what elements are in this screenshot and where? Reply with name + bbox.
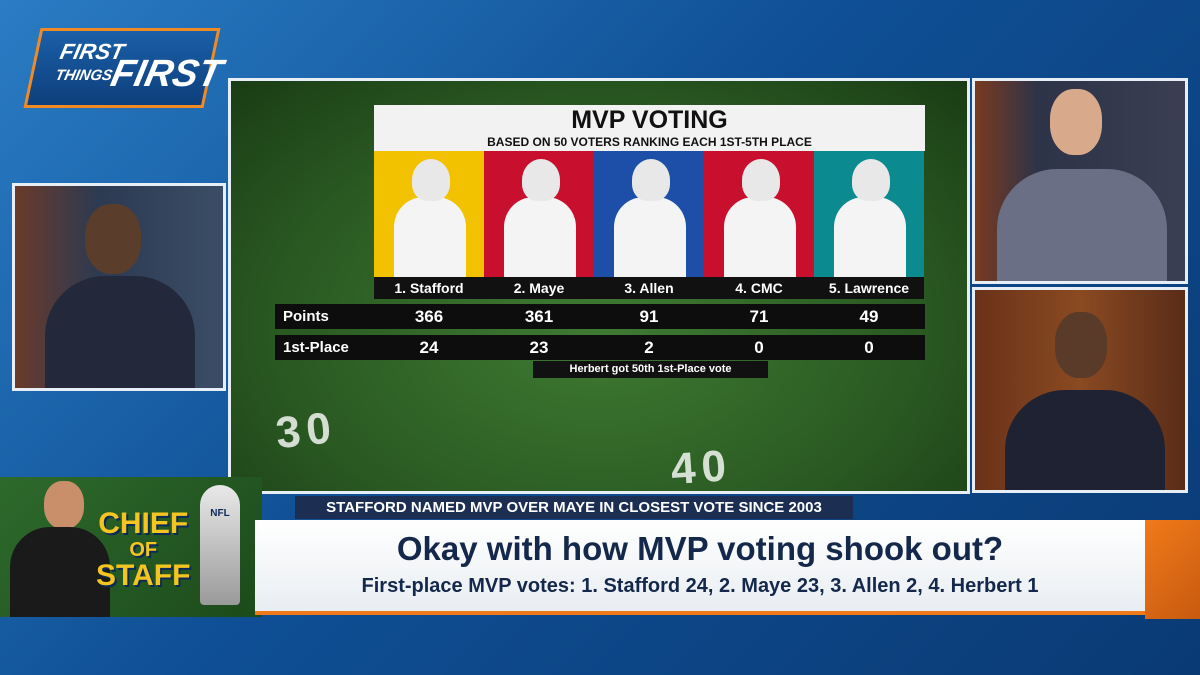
table-cell: 71 [749,307,769,326]
player-helmet [412,159,450,201]
subhead: First-place MVP votes: 1. Stafford 24, 2… [361,575,1039,597]
host-body [997,169,1167,281]
badge-word: CHIEF [98,507,189,540]
table-cell: 2 [644,338,654,357]
table-cell: 24 [419,338,439,357]
player-helmet [852,159,890,201]
player-name: 1. Stafford [374,277,484,299]
graphic-subtitle: BASED ON 50 VOTERS RANKING EACH 1ST-5TH … [487,135,812,149]
table-cell: 0 [754,338,764,357]
player-figure [504,197,576,279]
yard-number: 40 [669,440,734,494]
player-name: 4. CMC [704,277,814,299]
player-figure [614,197,686,279]
guest-body [10,527,110,617]
graphic-header: MVP VOTING BASED ON 50 VOTERS RANKING EA… [374,105,925,151]
yard-number: 30 [273,402,340,459]
row-label: 1st-Place [283,339,349,356]
graphic-note: Herbert got 50th 1st-Place vote [533,361,768,378]
host-panel-left [12,183,226,391]
player-figure [724,197,796,279]
trophy-text: NFL [210,508,230,519]
host-head [1055,312,1107,378]
player-figure [394,197,466,279]
table-cell: 0 [864,338,874,357]
guest-head [44,481,84,529]
table-cell: 49 [859,307,879,326]
badge-text: CHIEF OF STAFF [96,509,190,591]
host-body [45,276,195,388]
host-panel-right-top [972,78,1188,284]
headline: Okay with how MVP voting shook out? [396,530,1004,567]
show-logo: FIRST THINGS FIRST [23,28,226,108]
player-card [484,151,594,279]
player-card [594,151,704,279]
player-helmet [522,159,560,201]
player-helmet [742,159,780,201]
player-card [814,151,924,279]
player-figure [834,197,906,279]
logo-word: THINGS [53,67,114,84]
player-helmet [632,159,670,201]
host-panel-right-bottom [972,287,1188,493]
segment-badge: CHIEF OF STAFF NFL [0,477,262,617]
host-head [85,204,141,274]
table-cell: 23 [529,338,549,357]
player-name: 2. Maye [484,277,594,299]
accent-strip [1145,520,1200,619]
table-cell: 91 [639,307,659,326]
row-label: Points [283,308,329,325]
lower-third-kicker: STAFFORD NAMED MVP OVER MAYE IN CLOSEST … [295,496,853,519]
player-card [374,151,484,279]
lower-third: Okay with how MVP voting shook out? Firs… [255,520,1145,615]
table-cell: 361 [524,307,554,326]
badge-word: STAFF [96,559,191,592]
logo-word: FIRST [107,53,226,95]
player-name: 3. Allen [594,277,704,299]
host-head [1050,89,1102,155]
table-row: 1st-Place 24 23 2 0 0 [275,335,925,360]
player-card [704,151,814,279]
graphic-title: MVP VOTING [571,106,728,134]
trophy: NFL [200,485,240,605]
badge-word: OF [129,539,158,561]
player-name: 5. Lawrence [814,277,924,299]
table-cell: 366 [414,307,444,326]
host-body [1005,390,1165,490]
table-row: Points 366 361 91 71 49 [275,304,925,329]
